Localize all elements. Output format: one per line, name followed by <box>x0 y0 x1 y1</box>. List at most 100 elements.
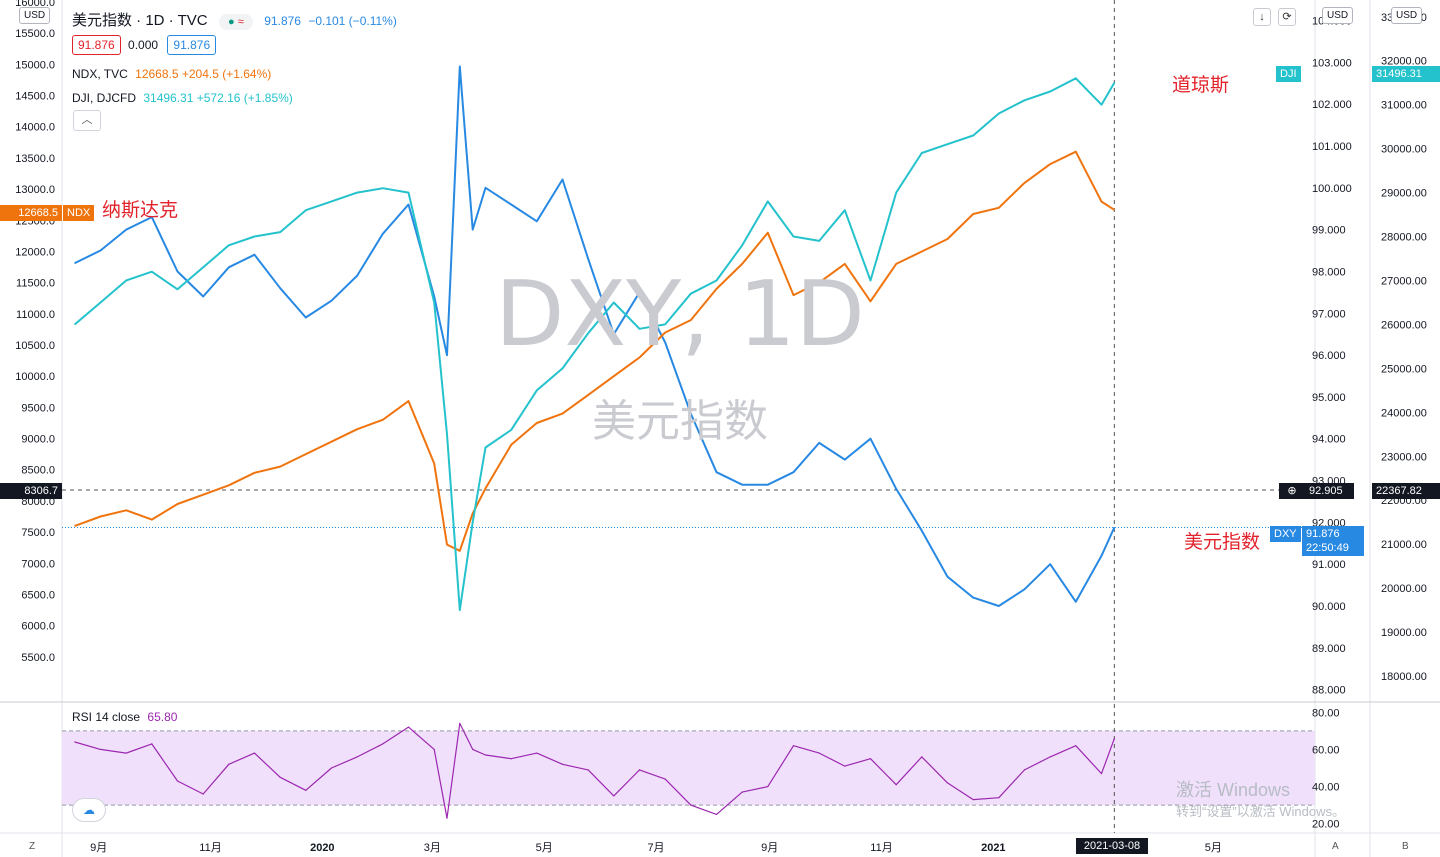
data-point-rsi <box>792 745 795 747</box>
ndx-axis-tick: 6000.0 <box>21 621 55 633</box>
ndx-axis-tick: 16000.0 <box>15 0 55 9</box>
rsi-name: RSI 14 close <box>72 710 141 724</box>
chevron-up-icon: ︿ <box>81 114 93 126</box>
arrow-down-button[interactable]: ↓ <box>1253 8 1271 26</box>
data-point-rsi <box>433 748 435 751</box>
crosshair-left-tag: 8306.7 <box>0 483 62 499</box>
data-point-ndx <box>792 294 795 296</box>
data-point-dji <box>459 609 461 611</box>
data-point-ndx <box>921 250 923 253</box>
data-point-dji <box>484 446 487 449</box>
series-line-dji <box>74 77 1116 612</box>
data-point-ndx <box>382 419 384 421</box>
data-point-ndx <box>1113 209 1115 211</box>
data-point-dji <box>767 200 769 202</box>
data-point-dji <box>869 279 872 282</box>
series-line-ndx <box>74 150 1115 552</box>
data-point-rsi <box>305 789 307 791</box>
data-point-rsi <box>1049 756 1051 758</box>
rsi-value: 65.80 <box>147 710 178 724</box>
ask-box[interactable]: 91.876 <box>167 35 217 55</box>
left-currency-button[interactable]: USD <box>19 7 51 24</box>
data-point-rsi <box>869 758 872 760</box>
dji-axis-tick: 31000.00 <box>1381 100 1427 112</box>
data-point-ndx <box>664 331 666 334</box>
dji-legend-name: DJI, DJCFD <box>72 91 136 105</box>
dxy-axis-tick: 90.000 <box>1312 601 1346 613</box>
data-point-ndx <box>638 356 641 359</box>
x-axis-tick: 5月 <box>536 842 553 854</box>
data-point-dxy <box>715 471 718 473</box>
add-alert-button[interactable]: ⊕ <box>1279 483 1305 499</box>
series-line-dxy <box>74 65 1116 607</box>
ndx-axis-tick: 7500.0 <box>21 527 55 539</box>
data-point-ndx <box>125 509 127 511</box>
data-point-rsi <box>741 791 743 793</box>
data-point-dji <box>1113 82 1115 84</box>
dxy-axis-tick: 100.000 <box>1312 183 1352 195</box>
x-axis-tick: 5月 <box>1205 842 1222 854</box>
data-point-ndx <box>1075 151 1077 153</box>
x-axis-tick: 9月 <box>761 842 778 854</box>
crosshair-right-tag: 22367.82 <box>1372 483 1440 499</box>
ndx-axis-tick: 10500.0 <box>15 340 55 352</box>
collapse-legend-button[interactable]: ︿ <box>73 110 101 131</box>
x-axis-tick: 3月 <box>424 842 441 854</box>
data-point-rsi <box>510 758 512 760</box>
data-point-rsi <box>382 743 384 745</box>
symbol-title[interactable]: 美元指数 · 1D · TVC <box>72 12 208 29</box>
data-point-ndx <box>715 288 718 290</box>
data-point-ndx <box>998 207 1000 209</box>
data-point-rsi <box>613 795 615 797</box>
data-point-dji <box>921 152 923 154</box>
windows-activate-hint: 转到“设置”以激活 Windows。 <box>1176 804 1346 819</box>
dxy-currency-button[interactable]: USD <box>1322 7 1354 24</box>
data-point-dxy <box>202 295 204 298</box>
data-point-dji <box>844 209 846 211</box>
data-point-dxy <box>1113 526 1115 529</box>
cloud-icon: ☁ <box>83 803 95 817</box>
plus-circle-icon: ⊕ <box>1287 485 1297 497</box>
data-point-dji <box>151 271 153 273</box>
corner-z[interactable]: Z <box>29 841 36 852</box>
ndx-axis-tick: 9500.0 <box>21 402 55 414</box>
bid-box[interactable]: 91.876 <box>72 35 121 55</box>
data-point-rsi <box>446 817 448 819</box>
data-point-dji <box>1049 90 1051 93</box>
dji-currency-button[interactable]: USD <box>1391 7 1423 24</box>
data-point-rsi <box>998 797 1000 799</box>
data-point-dxy <box>253 254 256 256</box>
dxy-axis-tick: 98.000 <box>1312 266 1346 278</box>
x-axis-tick: 2021 <box>981 842 1005 854</box>
data-point-dxy <box>767 484 769 486</box>
fullscreen-button[interactable]: ⟳ <box>1278 8 1296 26</box>
rsi-legend[interactable]: RSI 14 close 65.80 <box>72 710 177 724</box>
ndx-legend[interactable]: NDX, TVC 12668.5 +204.5 (+1.64%) <box>72 67 271 81</box>
data-point-ndx <box>1049 163 1051 165</box>
dji-legend-value: 31496.31 +572.16 (+1.85%) <box>143 91 293 105</box>
data-point-ndx <box>407 400 410 402</box>
data-point-ndx <box>74 525 76 527</box>
data-point-dji <box>202 266 204 268</box>
ndx-symbol-tag: NDX <box>62 205 95 221</box>
data-point-dji <box>279 231 281 233</box>
data-point-dxy <box>151 216 153 218</box>
dji-axis-tick: 19000.00 <box>1381 627 1427 639</box>
corner-a[interactable]: A <box>1332 841 1339 852</box>
data-point-dji <box>356 191 358 194</box>
dji-price-tag: 31496.31 <box>1372 66 1440 82</box>
tv-logo-button[interactable]: ☁ <box>72 798 106 822</box>
data-point-dji <box>664 323 666 326</box>
data-point-ndx <box>767 232 769 234</box>
data-point-ndx <box>844 263 846 265</box>
corner-b[interactable]: B <box>1402 841 1409 852</box>
data-point-ndx <box>613 375 615 377</box>
dxy-axis-tick: 97.000 <box>1312 308 1346 320</box>
ndx-axis-tick: 15500.0 <box>15 28 55 40</box>
data-point-ndx <box>459 550 461 552</box>
data-point-dxy <box>1023 588 1026 590</box>
date-cursor-tag: 2021-03-08 <box>1076 838 1148 854</box>
dji-axis-tick: 26000.00 <box>1381 319 1427 331</box>
dji-legend[interactable]: DJI, DJCFD 31496.31 +572.16 (+1.85%) <box>72 91 293 105</box>
